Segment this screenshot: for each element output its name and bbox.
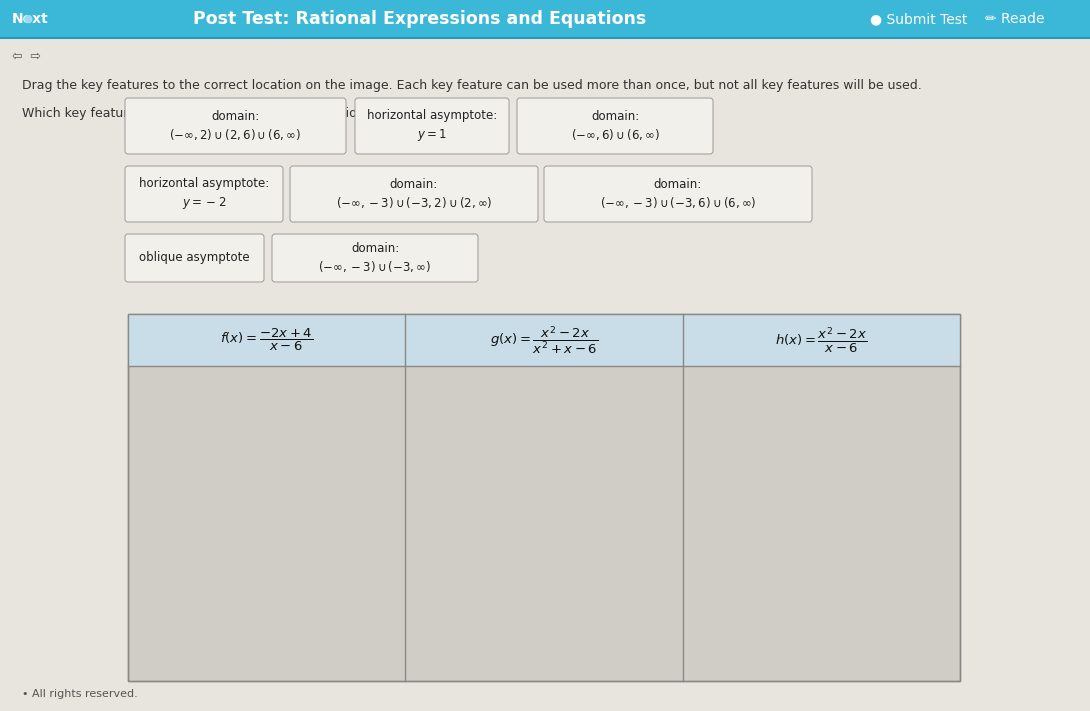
Text: horizontal asymptote:
$y = 1$: horizontal asymptote: $y = 1$ (367, 109, 497, 143)
FancyBboxPatch shape (0, 0, 1090, 38)
Text: • All rights reserved.: • All rights reserved. (22, 689, 137, 699)
Text: $h(x) = \dfrac{x^2 - 2x}{x - 6}$: $h(x) = \dfrac{x^2 - 2x}{x - 6}$ (775, 325, 868, 355)
FancyBboxPatch shape (290, 166, 538, 222)
Text: ✏ Reade: ✏ Reade (985, 12, 1044, 26)
Text: $f(x) = \dfrac{-2x + 4}{x - 6}$: $f(x) = \dfrac{-2x + 4}{x - 6}$ (220, 327, 313, 353)
Text: domain:
$(-\infty, 2) \cup (2, 6) \cup (6, \infty)$: domain: $(-\infty, 2) \cup (2, 6) \cup (… (169, 109, 302, 142)
FancyBboxPatch shape (128, 314, 960, 681)
FancyBboxPatch shape (355, 98, 509, 154)
FancyBboxPatch shape (125, 166, 283, 222)
Text: Post Test: Rational Expressions and Equations: Post Test: Rational Expressions and Equa… (193, 10, 646, 28)
Text: ● Submit Test: ● Submit Test (870, 12, 968, 26)
FancyBboxPatch shape (272, 234, 479, 282)
Text: Which key features are present in these three functions?: Which key features are present in these … (22, 107, 378, 120)
Text: domain:
$(-\infty, 6) \cup (6, \infty)$: domain: $(-\infty, 6) \cup (6, \infty)$ (570, 109, 659, 142)
Text: domain:
$(-\infty, -3) \cup (-3, 6) \cup (6, \infty)$: domain: $(-\infty, -3) \cup (-3, 6) \cup… (600, 178, 756, 210)
Text: ●: ● (20, 14, 34, 24)
Text: domain:
$(-\infty, -3) \cup (-3, 2) \cup (2, \infty)$: domain: $(-\infty, -3) \cup (-3, 2) \cup… (336, 178, 493, 210)
Text: Drag the key features to the correct location on the image. Each key feature can: Drag the key features to the correct loc… (22, 80, 922, 92)
FancyBboxPatch shape (544, 166, 812, 222)
FancyBboxPatch shape (128, 314, 960, 366)
FancyBboxPatch shape (125, 234, 264, 282)
Text: oblique asymptote: oblique asymptote (140, 252, 250, 264)
Text: ⇦  ⇨: ⇦ ⇨ (12, 50, 41, 63)
FancyBboxPatch shape (517, 98, 713, 154)
Text: domain:
$(-\infty, -3) \cup (-3, \infty)$: domain: $(-\infty, -3) \cup (-3, \infty)… (318, 242, 432, 274)
Text: Next: Next (12, 12, 49, 26)
Text: horizontal asymptote:
$y = -2$: horizontal asymptote: $y = -2$ (138, 177, 269, 210)
Text: $g(x) = \dfrac{x^2 - 2x}{x^2 + x - 6}$: $g(x) = \dfrac{x^2 - 2x}{x^2 + x - 6}$ (489, 324, 598, 356)
FancyBboxPatch shape (125, 98, 346, 154)
